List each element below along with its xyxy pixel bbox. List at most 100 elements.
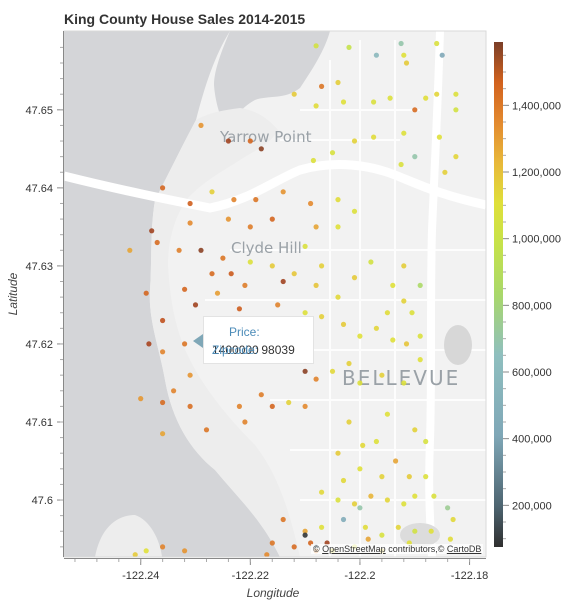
- data-point[interactable]: [313, 43, 319, 49]
- data-point[interactable]: [340, 321, 347, 327]
- data-point[interactable]: [247, 138, 253, 144]
- data-point[interactable]: [264, 552, 270, 557]
- data-point[interactable]: [360, 442, 366, 448]
- data-point[interactable]: [319, 263, 325, 269]
- data-point[interactable]: [401, 501, 407, 507]
- data-point[interactable]: [365, 536, 371, 542]
- data-point[interactable]: [313, 224, 319, 230]
- data-point[interactable]: [346, 419, 352, 425]
- data-point[interactable]: [401, 380, 407, 386]
- data-point[interactable]: [351, 501, 358, 507]
- data-point[interactable]: [379, 474, 385, 480]
- data-point[interactable]: [269, 263, 275, 269]
- data-point[interactable]: [445, 505, 451, 511]
- data-point[interactable]: [398, 161, 404, 168]
- data-point[interactable]: [450, 516, 456, 523]
- data-point[interactable]: [319, 83, 325, 89]
- data-point[interactable]: [357, 380, 363, 386]
- data-point[interactable]: [384, 497, 390, 503]
- data-point[interactable]: [384, 310, 390, 316]
- data-point[interactable]: [171, 388, 177, 394]
- data-point[interactable]: [335, 79, 341, 86]
- data-point[interactable]: [258, 146, 264, 152]
- data-point[interactable]: [373, 438, 379, 445]
- data-point[interactable]: [371, 134, 377, 140]
- data-point[interactable]: [154, 239, 160, 246]
- data-point[interactable]: [442, 169, 448, 175]
- data-point[interactable]: [149, 228, 155, 234]
- data-point[interactable]: [209, 271, 215, 277]
- data-point[interactable]: [423, 95, 429, 101]
- data-point[interactable]: [187, 200, 193, 207]
- data-point[interactable]: [409, 310, 415, 316]
- openstreetmap-link[interactable]: OpenStreetMap: [322, 544, 386, 554]
- data-point[interactable]: [269, 403, 275, 409]
- data-point[interactable]: [412, 154, 418, 160]
- data-point[interactable]: [275, 302, 281, 308]
- data-point[interactable]: [346, 360, 352, 367]
- data-point[interactable]: [453, 154, 459, 160]
- data-point[interactable]: [143, 290, 149, 296]
- data-point[interactable]: [319, 314, 325, 320]
- data-point[interactable]: [384, 411, 390, 417]
- data-point[interactable]: [362, 524, 368, 530]
- data-point[interactable]: [335, 197, 341, 203]
- data-point[interactable]: [373, 52, 379, 58]
- data-point[interactable]: [406, 474, 412, 480]
- data-point[interactable]: [373, 325, 379, 331]
- data-point[interactable]: [453, 107, 459, 113]
- data-point[interactable]: [351, 208, 358, 214]
- data-point[interactable]: [160, 431, 166, 437]
- data-point[interactable]: [132, 552, 138, 557]
- data-point[interactable]: [335, 497, 341, 503]
- data-point[interactable]: [302, 403, 308, 409]
- cartodb-link[interactable]: CartoDB: [446, 544, 482, 554]
- data-point[interactable]: [335, 224, 341, 230]
- data-point[interactable]: [423, 474, 429, 480]
- data-point[interactable]: [412, 427, 418, 433]
- data-point[interactable]: [390, 337, 396, 343]
- data-point[interactable]: [434, 91, 440, 97]
- data-point[interactable]: [379, 532, 385, 538]
- data-point[interactable]: [236, 306, 242, 312]
- data-point[interactable]: [302, 528, 308, 534]
- data-point[interactable]: [127, 247, 133, 253]
- data-point[interactable]: [160, 317, 166, 324]
- data-point[interactable]: [453, 91, 459, 97]
- data-point[interactable]: [412, 493, 418, 499]
- data-point[interactable]: [302, 243, 308, 249]
- data-point[interactable]: [280, 189, 286, 195]
- data-point[interactable]: [225, 138, 231, 144]
- data-point[interactable]: [423, 438, 429, 445]
- data-point[interactable]: [286, 399, 292, 406]
- data-point[interactable]: [329, 150, 336, 156]
- data-point[interactable]: [434, 40, 440, 47]
- data-point[interactable]: [335, 450, 341, 456]
- data-point[interactable]: [187, 403, 193, 409]
- data-point[interactable]: [143, 548, 149, 554]
- data-point[interactable]: [335, 294, 341, 300]
- data-point[interactable]: [329, 368, 336, 374]
- data-point[interactable]: [291, 91, 297, 97]
- data-point[interactable]: [313, 282, 319, 288]
- data-point[interactable]: [220, 255, 226, 261]
- data-point[interactable]: [368, 493, 374, 499]
- data-point[interactable]: [319, 524, 325, 530]
- data-point[interactable]: [313, 376, 319, 382]
- data-point[interactable]: [160, 185, 166, 191]
- data-point[interactable]: [447, 536, 453, 542]
- data-point[interactable]: [340, 516, 347, 523]
- data-point[interactable]: [209, 189, 215, 195]
- data-point[interactable]: [146, 341, 152, 347]
- data-point[interactable]: [302, 310, 308, 316]
- data-point[interactable]: [368, 259, 374, 265]
- data-point[interactable]: [346, 44, 352, 51]
- data-point[interactable]: [203, 427, 210, 433]
- data-point[interactable]: [187, 220, 193, 226]
- data-point[interactable]: [417, 333, 423, 339]
- data-point[interactable]: [176, 247, 182, 253]
- data-point[interactable]: [398, 40, 404, 47]
- data-point[interactable]: [401, 130, 407, 136]
- data-point[interactable]: [182, 286, 188, 292]
- data-point[interactable]: [403, 60, 410, 66]
